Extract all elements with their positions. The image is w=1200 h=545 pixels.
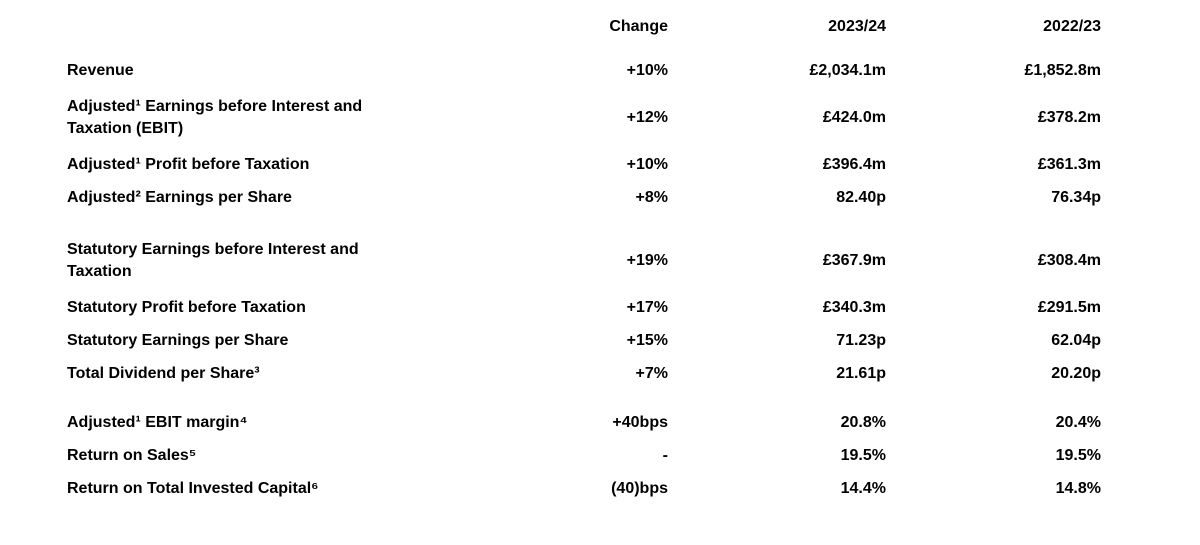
row-label: Statutory Earnings before Interest and T… xyxy=(67,240,359,280)
financial-highlights-table: Change 2023/24 2022/23 Revenue +10% £2,0… xyxy=(67,14,1101,505)
change-value: +15% xyxy=(626,331,668,349)
current-year-value: £396.4m xyxy=(822,155,886,173)
table-row-statutory-ebit: Statutory Earnings before Interest and T… xyxy=(67,230,1101,291)
change-value: +19% xyxy=(626,251,668,269)
prior-year-value: 76.34p xyxy=(1051,188,1101,206)
current-year-value: 82.40p xyxy=(836,188,886,206)
table-row-return-on-invested-capital: Return on Total Invested Capital⁶ (40)bp… xyxy=(67,472,1101,505)
change-value: +12% xyxy=(626,108,668,126)
prior-year-value: 20.4% xyxy=(1055,413,1101,431)
row-label: Revenue xyxy=(67,61,134,79)
current-year-value: £367.9m xyxy=(822,251,886,269)
group-spacer xyxy=(67,214,1101,230)
prior-year-value: £291.5m xyxy=(1037,298,1101,316)
header-current-period: 2023/24 xyxy=(828,18,886,35)
change-value: +10% xyxy=(626,61,668,79)
table-row-revenue: Revenue +10% £2,034.1m £1,852.8m xyxy=(67,54,1101,87)
row-label: Return on Total Invested Capital⁶ xyxy=(67,479,319,497)
table-row-statutory-eps: Statutory Earnings per Share +15% 71.23p… xyxy=(67,324,1101,357)
table-header-row: Change 2023/24 2022/23 xyxy=(67,14,1101,40)
prior-year-value: £361.3m xyxy=(1037,155,1101,173)
row-label: Adjusted¹ Profit before Taxation xyxy=(67,155,310,173)
current-year-value: 71.23p xyxy=(836,331,886,349)
change-value: +10% xyxy=(626,155,668,173)
current-year-value: £340.3m xyxy=(822,298,886,316)
row-label: Statutory Earnings per Share xyxy=(67,331,289,349)
row-label: Adjusted¹ Earnings before Interest and T… xyxy=(67,97,363,137)
current-year-value: £424.0m xyxy=(822,108,886,126)
prior-year-value: 19.5% xyxy=(1055,446,1101,464)
table-row-return-on-sales: Return on Sales⁵ - 19.5% 19.5% xyxy=(67,439,1101,472)
change-value: +40bps xyxy=(612,413,668,431)
prior-year-value: 20.20p xyxy=(1051,364,1101,382)
change-value: - xyxy=(662,446,668,464)
change-value: (40)bps xyxy=(611,479,668,497)
change-value: +7% xyxy=(635,364,668,382)
prior-year-value: £308.4m xyxy=(1037,251,1101,269)
row-label: Return on Sales⁵ xyxy=(67,446,197,464)
prior-year-value: £1,852.8m xyxy=(1024,61,1101,79)
header-change: Change xyxy=(609,18,668,35)
table-row-statutory-pbt: Statutory Profit before Taxation +17% £3… xyxy=(67,291,1101,324)
row-label: Adjusted² Earnings per Share xyxy=(67,188,292,206)
row-label: Statutory Profit before Taxation xyxy=(67,298,306,316)
table-row-adjusted-pbt: Adjusted¹ Profit before Taxation +10% £3… xyxy=(67,148,1101,181)
row-label: Total Dividend per Share³ xyxy=(67,364,260,382)
table-row-ebit-margin: Adjusted¹ EBIT margin⁴ +40bps 20.8% 20.4… xyxy=(67,406,1101,439)
header-prior-period: 2022/23 xyxy=(1043,18,1101,35)
change-value: +8% xyxy=(635,188,668,206)
table-row-adjusted-ebit: Adjusted¹ Earnings before Interest and T… xyxy=(67,87,1101,148)
current-year-value: 21.61p xyxy=(836,364,886,382)
prior-year-value: £378.2m xyxy=(1037,108,1101,126)
current-year-value: £2,034.1m xyxy=(809,61,886,79)
row-label: Adjusted¹ EBIT margin⁴ xyxy=(67,413,248,431)
table-row-adjusted-eps: Adjusted² Earnings per Share +8% 82.40p … xyxy=(67,181,1101,214)
group-spacer xyxy=(67,390,1101,406)
prior-year-value: 14.8% xyxy=(1055,479,1101,497)
prior-year-value: 62.04p xyxy=(1051,331,1101,349)
change-value: +17% xyxy=(626,298,668,316)
current-year-value: 14.4% xyxy=(840,479,886,497)
table-row-total-dividend: Total Dividend per Share³ +7% 21.61p 20.… xyxy=(67,357,1101,390)
current-year-value: 20.8% xyxy=(840,413,886,431)
current-year-value: 19.5% xyxy=(840,446,886,464)
